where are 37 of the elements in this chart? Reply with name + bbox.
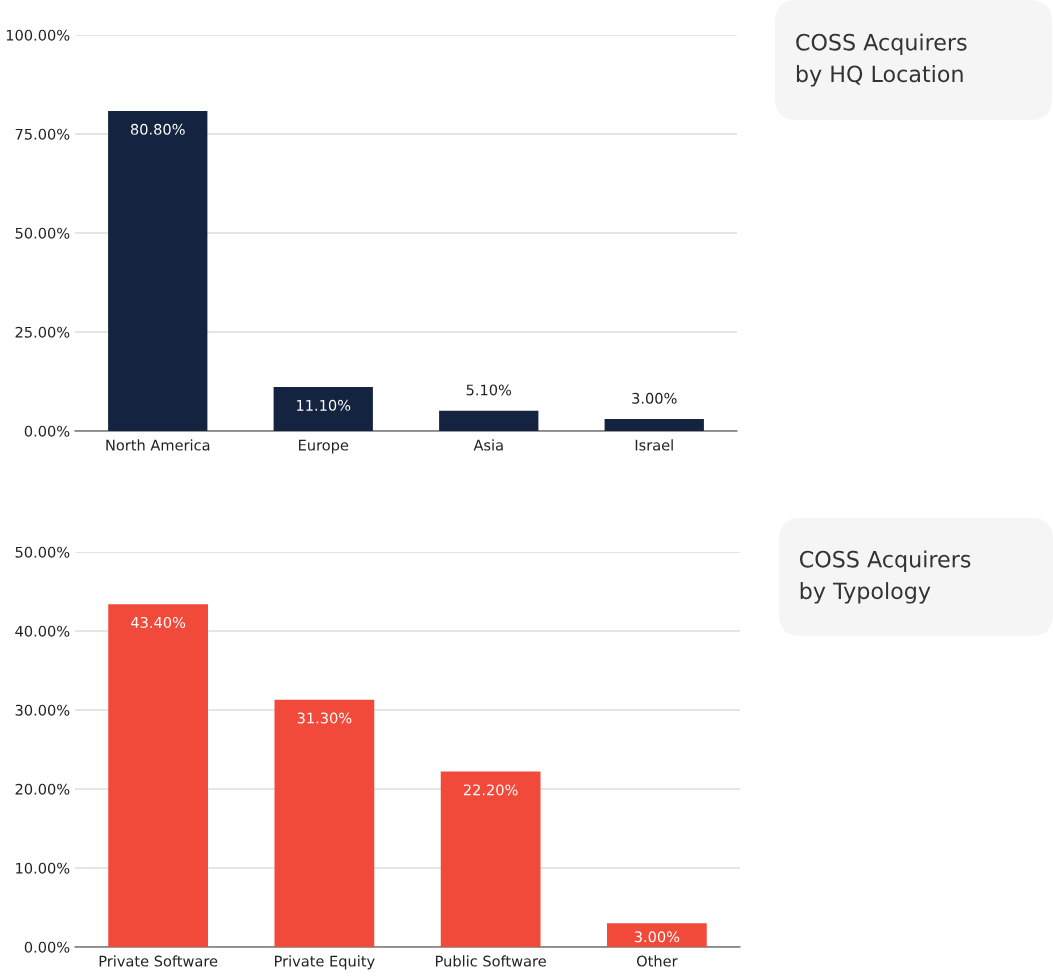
bar <box>108 111 208 431</box>
y-tick-label: 30.00% <box>15 704 70 716</box>
data-label: 80.80% <box>130 123 185 135</box>
y-tick-label: 10.00% <box>16 862 70 874</box>
bar <box>439 410 539 431</box>
data-label: 3.00% <box>634 931 680 943</box>
data-label: 3.00% <box>632 392 677 404</box>
y-tick-label: 75.00% <box>15 128 70 140</box>
y-tick-label: 100.00% <box>6 29 70 41</box>
y-tick-label: 20.00% <box>15 783 70 795</box>
y-tick-label: 0.00% <box>24 941 70 953</box>
x-tick-label: Europe <box>299 439 349 454</box>
data-label: 11.10% <box>297 399 351 411</box>
y-tick-label: 50.00% <box>15 227 70 239</box>
x-tick-label: Israel <box>635 439 673 451</box>
data-label: 43.40% <box>131 616 186 628</box>
y-tick-label: 50.00% <box>15 546 70 558</box>
x-tick-label: Asia <box>473 439 503 451</box>
y-tick-label: 0.00% <box>24 425 70 437</box>
x-tick-label: Public Software <box>436 955 546 967</box>
x-tick-label: Other <box>636 955 678 967</box>
x-tick-label: Private Equity <box>275 955 375 970</box>
bar <box>607 923 707 947</box>
bar <box>274 699 375 947</box>
x-tick-label: North America <box>106 439 210 451</box>
bar <box>108 604 208 947</box>
text: COSS Acquirers by HQ Location <box>796 33 967 87</box>
text: COSS Acquirers by Typology <box>799 550 971 604</box>
data-label: 31.30% <box>297 712 352 724</box>
bar <box>440 771 541 947</box>
x-tick-label: Private Software <box>99 955 218 967</box>
y-tick-label: 40.00% <box>15 625 70 637</box>
data-label: 22.20% <box>463 784 518 796</box>
bar <box>273 387 373 431</box>
bar <box>604 419 704 431</box>
data-label: 5.10% <box>466 384 512 396</box>
y-tick-label: 25.00% <box>15 326 70 338</box>
